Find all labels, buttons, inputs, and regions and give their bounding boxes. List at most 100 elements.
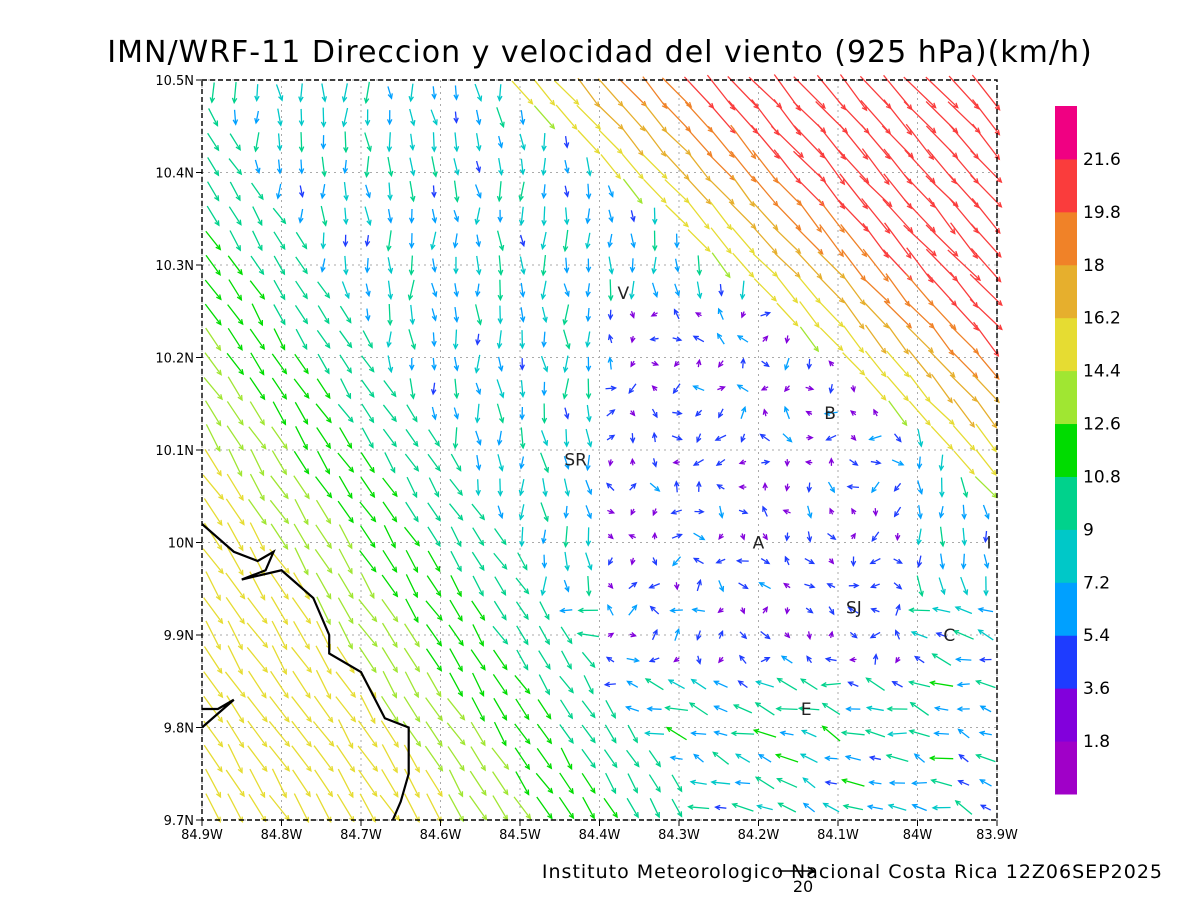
wind-arrow-head — [258, 193, 264, 201]
wind-arrow — [782, 433, 793, 443]
x-tick-label: 84.8W — [261, 828, 303, 843]
wind-arrow-head — [390, 467, 396, 474]
wind-arrow-head — [624, 705, 632, 711]
wind-arrow — [320, 232, 327, 250]
wind-arrow — [850, 556, 857, 567]
wind-arrow — [404, 453, 420, 472]
wind-arrow-shaft — [404, 623, 420, 647]
wind-arrow — [382, 549, 398, 573]
wind-arrow-shaft — [410, 255, 414, 275]
wind-arrow-shaft — [228, 279, 242, 301]
wind-arrow — [585, 428, 593, 448]
wind-arrow — [515, 698, 530, 721]
wind-arrow-shaft — [492, 795, 508, 821]
wind-arrow-head — [346, 442, 353, 450]
wind-arrow-shaft — [564, 159, 569, 173]
wind-arrow-head — [435, 540, 441, 548]
wind-arrow-shaft — [519, 256, 525, 274]
wind-arrow-head — [608, 632, 615, 638]
wind-arrow — [563, 526, 569, 548]
wind-arrow-head — [541, 389, 547, 397]
wind-arrow — [359, 694, 376, 725]
wind-arrow-shaft — [939, 505, 944, 518]
wind-arrow — [519, 380, 526, 398]
wind-arrow — [797, 705, 820, 712]
wind-arrow-head — [258, 268, 265, 276]
wind-arrow-shaft — [800, 678, 818, 691]
wind-arrow-shaft — [912, 804, 927, 812]
wind-arrow-head — [760, 385, 768, 391]
wind-arrow-head — [236, 294, 243, 302]
wind-arrow-shaft — [564, 136, 568, 148]
wind-arrow-shaft — [949, 298, 979, 331]
wind-arrow-head — [672, 459, 679, 465]
wind-arrow-head — [784, 632, 791, 639]
wind-arrow — [762, 533, 768, 541]
wind-arrow-shaft — [870, 631, 881, 639]
wind-arrow-shaft — [211, 82, 215, 103]
wind-arrow-head — [607, 533, 614, 540]
wind-arrow-head — [571, 124, 578, 131]
wind-arrow — [449, 599, 463, 622]
wind-arrow-shaft — [255, 110, 260, 124]
wind-arrow-head — [842, 803, 849, 810]
wind-arrow-shaft — [469, 770, 487, 796]
wind-arrow-head — [687, 804, 694, 810]
wind-arrow-head — [298, 146, 305, 153]
wind-arrow — [696, 255, 703, 277]
wind-arrow — [884, 222, 912, 260]
wind-arrow — [343, 181, 349, 202]
wind-arrow-shaft — [796, 251, 822, 279]
wind-arrow-shaft — [272, 401, 286, 425]
wind-arrow-shaft — [446, 722, 466, 745]
wind-arrow — [519, 158, 526, 176]
wind-arrow-head — [683, 197, 690, 204]
wind-arrow — [868, 780, 882, 786]
wind-arrow-head — [238, 494, 244, 502]
wind-arrow — [336, 646, 355, 674]
wind-arrow — [667, 679, 685, 690]
wind-arrow-head — [740, 357, 746, 364]
wind-arrow-shaft — [202, 474, 224, 500]
wind-arrow-head — [475, 241, 482, 248]
wind-arrow-head — [629, 312, 635, 319]
wind-arrow — [774, 252, 801, 278]
wind-arrow-head — [630, 361, 636, 368]
wind-arrow-head — [956, 706, 963, 712]
wind-arrow-shaft — [295, 280, 308, 299]
wind-arrow-shaft — [692, 608, 706, 612]
wind-arrow-shaft — [620, 103, 646, 131]
wind-arrow — [475, 133, 482, 152]
wind-arrow-head — [858, 323, 865, 330]
wind-arrow — [847, 606, 859, 614]
wind-arrow-head — [436, 640, 443, 647]
wind-arrow-shaft — [561, 650, 572, 669]
wind-arrow — [204, 352, 223, 376]
wind-arrow-head — [632, 737, 638, 744]
wind-arrow — [562, 304, 570, 326]
wind-arrow-head — [215, 344, 222, 352]
wind-arrow-head — [869, 583, 877, 589]
wind-arrow-head — [851, 632, 858, 639]
wind-arrow-shaft — [314, 548, 333, 574]
wind-arrow — [762, 505, 768, 517]
wind-arrow — [629, 632, 637, 638]
wind-arrow-shaft — [892, 681, 903, 688]
x-tick-label: 84.5W — [499, 828, 541, 843]
wind-arrow-shaft — [649, 798, 660, 818]
wind-arrow — [718, 629, 724, 639]
wind-arrow-shaft — [939, 526, 944, 546]
wind-arrow-shaft — [428, 477, 440, 497]
wind-arrow-shaft — [315, 403, 332, 423]
wind-arrow-head — [568, 812, 575, 820]
wind-arrow-head — [828, 457, 835, 464]
wind-arrow-head — [978, 656, 986, 663]
wind-arrow — [917, 429, 924, 448]
wind-arrow-head — [306, 716, 312, 723]
wind-arrow-shaft — [203, 377, 223, 400]
wind-arrow — [848, 582, 860, 589]
wind-arrow-head — [826, 583, 833, 589]
wind-arrow — [428, 429, 440, 447]
wind-arrow — [672, 459, 680, 465]
wind-arrow-head — [692, 557, 700, 563]
